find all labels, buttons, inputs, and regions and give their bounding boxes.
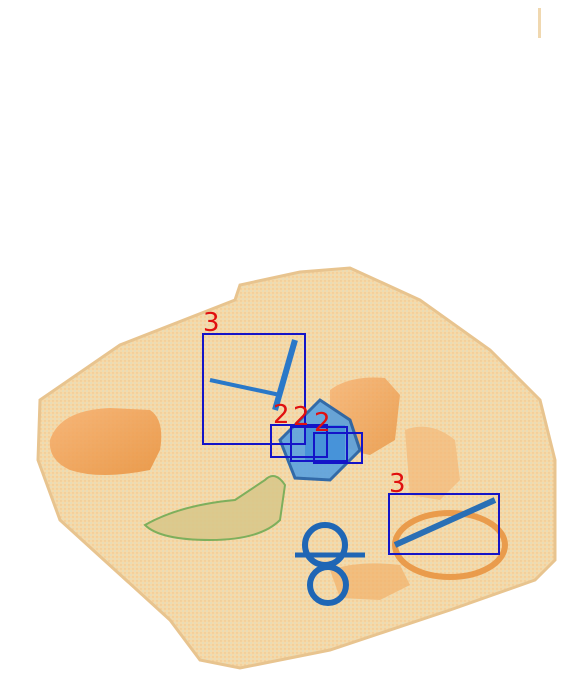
- edge-artifact: [538, 8, 541, 38]
- detection-box-2: [270, 424, 328, 458]
- knife-blade: [393, 497, 497, 548]
- detection-box-3: [290, 426, 348, 462]
- metal-device-inner: [305, 425, 345, 460]
- metal-ring-bottom: [307, 564, 349, 606]
- detection-label-2: 2: [273, 400, 290, 430]
- tool-arm: [209, 378, 281, 397]
- lower-organic-item: [330, 563, 410, 600]
- detection-label-4: 2: [314, 408, 331, 438]
- tool-blade: [272, 339, 298, 411]
- right-organic-item-2: [405, 426, 460, 500]
- detection-box-4: [313, 432, 363, 464]
- detection-box-1: [202, 333, 306, 445]
- detection-label-1: 3: [203, 308, 220, 338]
- detection-box-5: [388, 493, 500, 555]
- green-object: [143, 475, 287, 542]
- detection-label-5: 3: [389, 469, 406, 499]
- left-organic-item: [49, 408, 162, 475]
- detection-label-3: 2: [293, 402, 310, 432]
